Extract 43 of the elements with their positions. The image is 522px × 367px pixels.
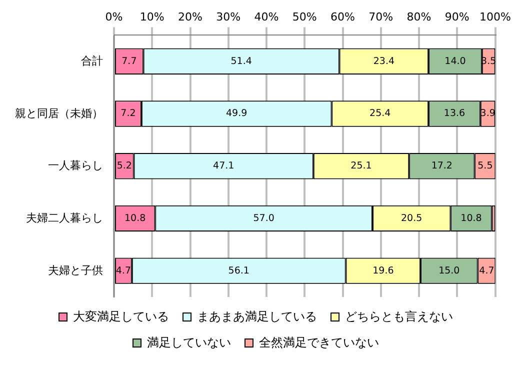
data-label: 10.8 [460,212,482,224]
x-tick-label: 40% [254,10,279,24]
data-label: 47.1 [213,160,234,172]
legend-label: どちらとも言えない [345,309,453,324]
data-label: 19.6 [372,265,394,276]
data-label: 49.9 [226,108,248,120]
data-label: 17.2 [431,160,452,172]
data-label: 56.1 [228,265,250,276]
x-tick-label: 100% [480,10,512,24]
y-tick-label: 夫婦と子供 [48,264,103,277]
data-label: 15.0 [438,265,460,276]
data-label: 10.8 [124,212,146,224]
data-label: 25.1 [350,160,372,172]
x-tick-label: 50% [292,10,317,24]
x-tick-label: 10% [140,10,164,24]
legend-label: まあまあ満足している [197,309,317,324]
data-label: 7.2 [120,108,136,120]
y-tick-label: 合計 [81,54,103,68]
data-label: 4.7 [116,265,132,276]
data-label: 14.0 [444,56,466,67]
data-label: 23.4 [373,56,395,67]
data-label: 13.6 [444,108,466,120]
data-label: 5.2 [116,160,132,172]
x-tick-label: 30% [216,10,241,24]
y-tick-label: 一人暮らし [48,159,103,172]
data-label: 57.0 [253,212,274,224]
data-label: 51.4 [230,56,252,67]
data-label: 20.5 [401,212,422,224]
x-tick-label: 90% [444,10,470,24]
y-tick-label: 親と同居（未婚） [15,106,103,120]
data-label: 7.7 [122,56,137,67]
data-label: 25.4 [370,108,391,120]
x-tick-label: 80% [406,10,432,24]
y-tick-label: 夫婦二人暮らし [26,211,103,224]
data-label: 5.5 [478,160,493,172]
x-tick-label: 0% [105,10,123,24]
legend-label: 全然満足できていない [259,335,379,350]
legend-label: 大変満足している [73,309,169,324]
x-tick-label: 60% [330,10,355,24]
x-tick-label: 70% [368,10,394,24]
legend-label: 満足していない [147,335,231,350]
data-label: 4.7 [479,265,494,276]
x-tick-label: 20% [178,10,202,24]
